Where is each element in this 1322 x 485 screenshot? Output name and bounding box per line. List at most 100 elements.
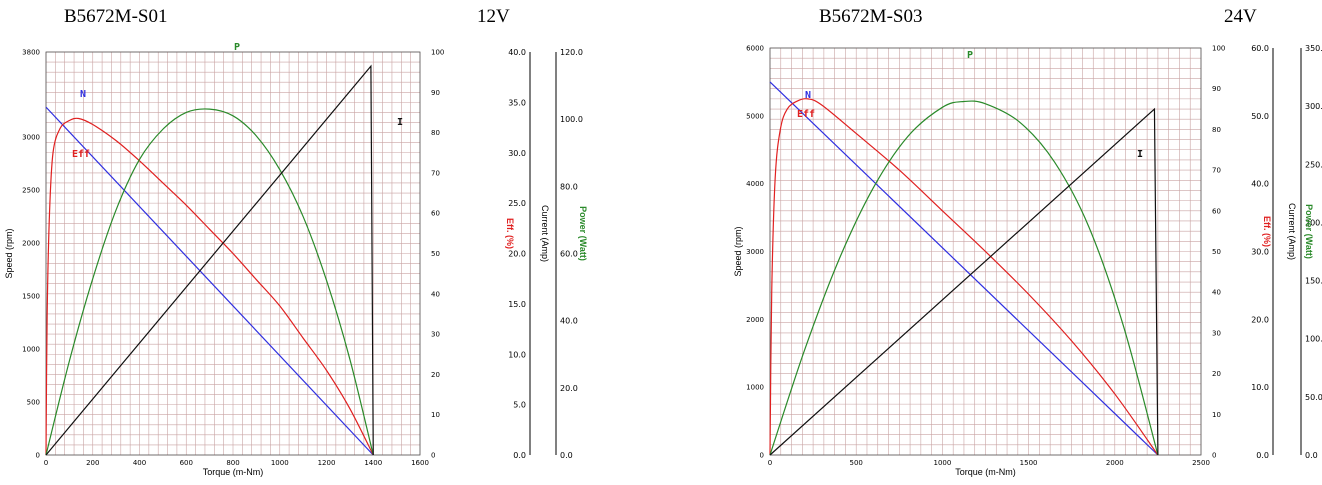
speed-tick-label: 500 xyxy=(27,398,40,406)
current-tick-label: 20.0 xyxy=(1251,315,1269,324)
current-tick-label: 20.0 xyxy=(508,250,526,259)
power-axis-label: Power (Watt) xyxy=(578,206,588,261)
series-line-i xyxy=(769,107,1159,456)
eff-tick-label: 20 xyxy=(431,371,440,379)
model-title: B5672M-S01 xyxy=(64,6,168,27)
eff-tick-label: 0 xyxy=(1212,452,1216,460)
eff-tick-label: 50 xyxy=(431,250,440,258)
series-label-p: P xyxy=(234,42,240,53)
current-tick-label: 10.0 xyxy=(1251,383,1269,392)
voltage-title: 24V xyxy=(1224,6,1257,27)
speed-tick-label: 2000 xyxy=(22,239,40,247)
power-tick-label: 40.0 xyxy=(560,317,578,326)
series-label-n: N xyxy=(80,89,86,100)
eff-tick-label: 40 xyxy=(1212,289,1221,297)
power-tick-label: 0.0 xyxy=(1305,451,1318,460)
current-tick-label: 10.0 xyxy=(508,350,526,359)
eff-tick-label: 80 xyxy=(431,129,440,137)
series-label-n: N xyxy=(805,90,811,101)
x-tick-label: 200 xyxy=(86,459,99,467)
power-tick-label: 20.0 xyxy=(560,384,578,393)
eff-tick-label: 70 xyxy=(1212,167,1221,175)
x-tick-label: 600 xyxy=(180,459,193,467)
current-axis-label: Current (Amp) xyxy=(1287,203,1297,260)
model-title: B5672M-S03 xyxy=(819,6,923,27)
power-tick-label: 60.0 xyxy=(560,250,578,259)
eff-tick-label: 60 xyxy=(431,210,440,218)
plot-frame xyxy=(769,47,1202,456)
speed-tick-label: 1500 xyxy=(22,292,40,300)
power-tick-label: 120.0 xyxy=(560,48,583,57)
series-label-i: I xyxy=(397,117,403,128)
power-axis-label: Power (Watt) xyxy=(1304,204,1314,259)
eff-tick-label: 100 xyxy=(431,49,444,57)
eff-tick-label: 10 xyxy=(1212,411,1221,419)
power-tick-label: 100.0 xyxy=(1305,335,1322,344)
power-tick-label: 200.0 xyxy=(1305,218,1322,227)
eff-tick-label: 50 xyxy=(1212,248,1221,256)
speed-axis-label: Speed (rpm) xyxy=(4,228,14,278)
speed-tick-label: 1000 xyxy=(746,384,764,392)
chart-panel-right: B5672M-S03 24V 0 500 1000 1500 2000 2500 Torqu… xyxy=(661,0,1322,485)
eff-axis-label: Eff. (%) xyxy=(505,218,515,249)
power-tick-label: 300.0 xyxy=(1305,102,1322,111)
eff-tick-label: 60 xyxy=(1212,207,1221,215)
series-line-eff xyxy=(45,117,374,456)
speed-tick-label: 3800 xyxy=(22,49,40,57)
series-line-n xyxy=(45,106,374,456)
current-axis-label: Current (Amp) xyxy=(540,205,550,262)
x-tick-label: 400 xyxy=(133,459,146,467)
x-tick-label: 1200 xyxy=(318,459,336,467)
eff-tick-label: 70 xyxy=(431,169,440,177)
x-tick-label: 800 xyxy=(226,459,239,467)
current-tick-label: 25.0 xyxy=(508,199,526,208)
eff-tick-label: 0 xyxy=(431,452,435,460)
x-tick-label: 1000 xyxy=(933,459,951,467)
current-tick-label: 5.0 xyxy=(513,401,526,410)
x-axis-label: Torque (m-Nm) xyxy=(203,467,264,477)
speed-tick-label: 3000 xyxy=(746,248,764,256)
eff-axis-label: Eff. (%) xyxy=(1262,216,1272,247)
eff-tick-label: 40 xyxy=(431,290,440,298)
eff-tick-label: 90 xyxy=(431,89,440,97)
x-axis-label: Torque (m-Nm) xyxy=(955,467,1016,477)
speed-tick-label: 2000 xyxy=(746,316,764,324)
chart-panel-left: B5672M-S01 12V 0 200 400 600 800 1000 1200 1400… xyxy=(4,6,588,477)
power-tick-label: 100.0 xyxy=(560,115,583,124)
series-label-eff: Eff xyxy=(72,149,90,160)
current-tick-label: 30.0 xyxy=(1251,248,1269,257)
eff-tick-label: 30 xyxy=(431,331,440,339)
eff-tick-label: 30 xyxy=(1212,329,1221,337)
current-tick-label: 15.0 xyxy=(508,300,526,309)
eff-tick-label: 20 xyxy=(1212,370,1221,378)
x-tick-label: 2000 xyxy=(1106,459,1124,467)
power-tick-label: 150.0 xyxy=(1305,277,1322,286)
speed-tick-label: 0 xyxy=(760,452,764,460)
series-line-eff xyxy=(769,98,1159,456)
speed-tick-label: 3000 xyxy=(22,133,40,141)
current-tick-label: 40.0 xyxy=(508,48,526,57)
x-tick-label: 1000 xyxy=(271,459,289,467)
speed-tick-label: 4000 xyxy=(746,180,764,188)
current-tick-label: 35.0 xyxy=(508,98,526,107)
eff-tick-label: 80 xyxy=(1212,126,1221,134)
voltage-title: 12V xyxy=(477,6,510,27)
eff-tick-label: 10 xyxy=(431,411,440,419)
plot-frame xyxy=(45,51,421,456)
eff-tick-label: 90 xyxy=(1212,85,1221,93)
current-tick-label: 0.0 xyxy=(513,451,526,460)
power-tick-label: 0.0 xyxy=(560,451,573,460)
x-tick-label: 2500 xyxy=(1192,459,1210,467)
speed-axis-label: Speed (rpm) xyxy=(733,226,743,276)
x-tick-label: 1400 xyxy=(364,459,382,467)
current-tick-label: 60.0 xyxy=(1251,44,1269,53)
x-tick-label: 0 xyxy=(768,459,772,467)
current-tick-label: 40.0 xyxy=(1251,180,1269,189)
speed-tick-label: 1000 xyxy=(22,345,40,353)
power-tick-label: 350.0 xyxy=(1305,44,1322,53)
x-tick-label: 0 xyxy=(44,459,48,467)
series-line-p xyxy=(45,108,374,456)
power-tick-label: 250.0 xyxy=(1305,160,1322,169)
x-tick-label: 1600 xyxy=(411,459,429,467)
